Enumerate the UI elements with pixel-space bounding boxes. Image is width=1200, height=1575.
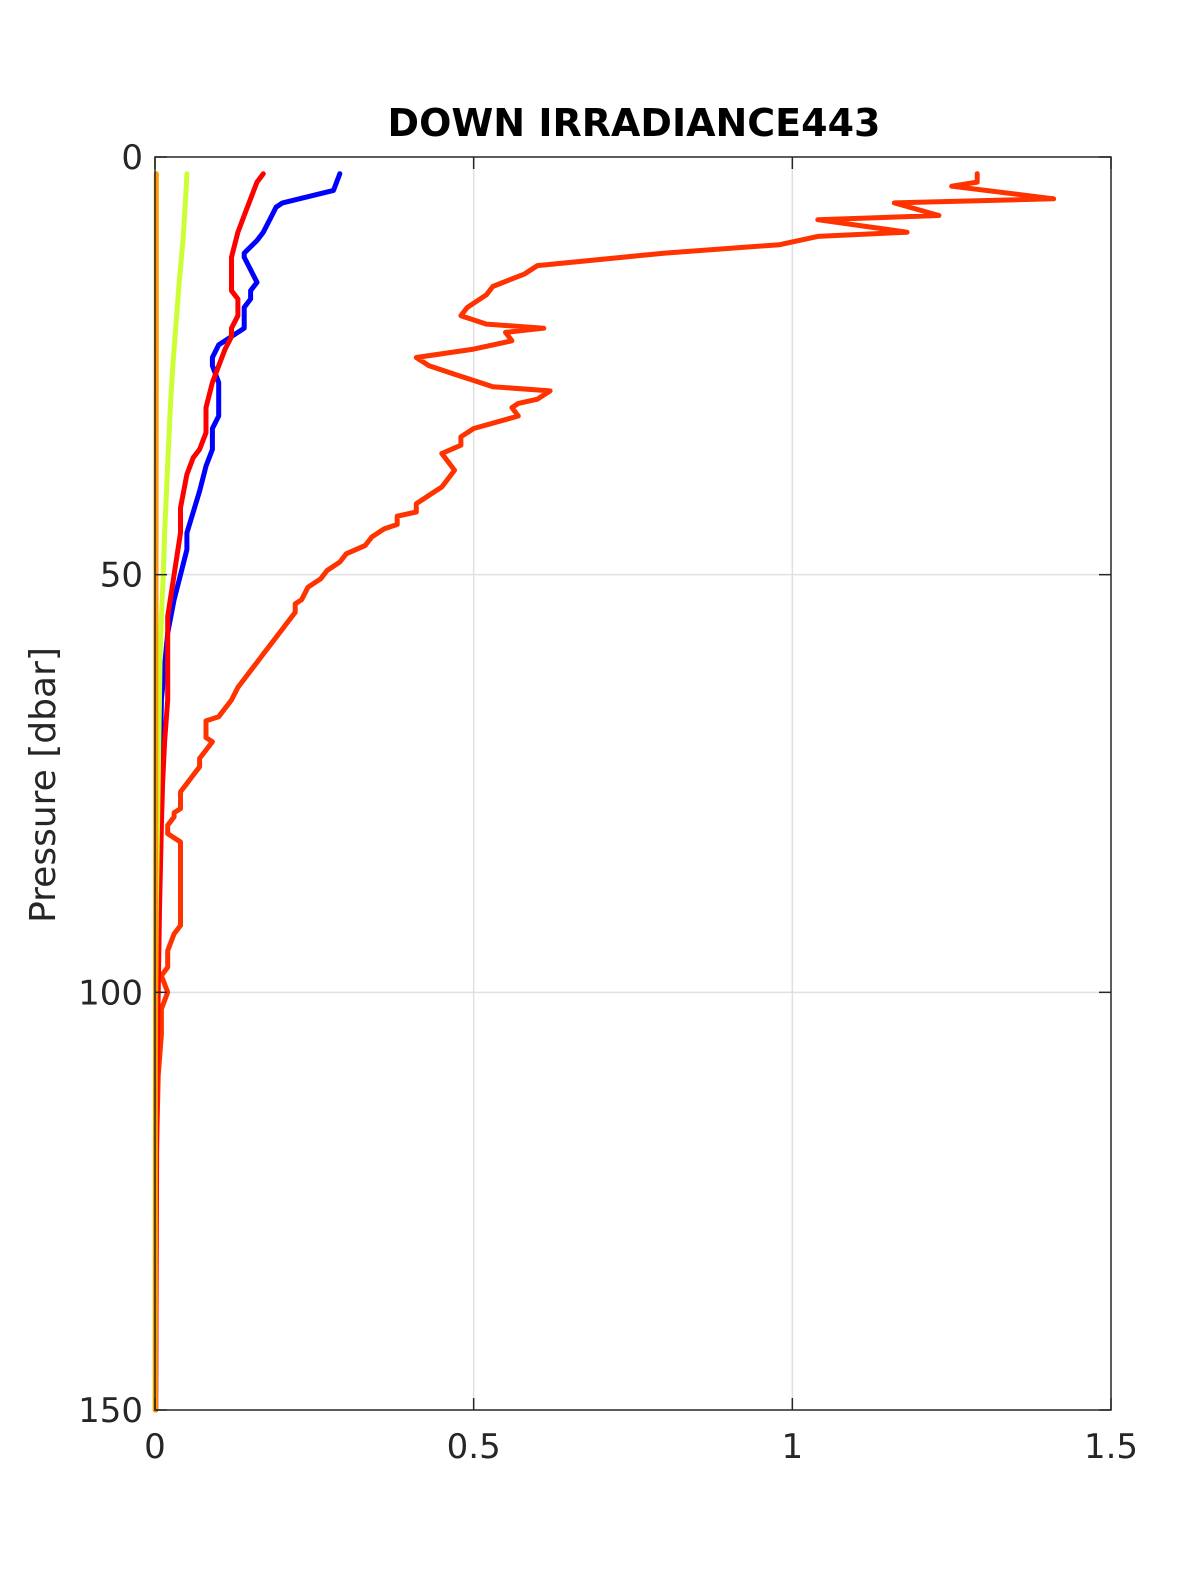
series-line-3 <box>153 171 266 1413</box>
x-tick-label: 0.5 <box>447 1427 501 1467</box>
chart-title: DOWN IRRADIANCE443 <box>388 101 881 145</box>
y-tick-label: 0 <box>121 138 143 178</box>
x-tick-label: 1.5 <box>1084 1427 1138 1467</box>
y-tick-label: 150 <box>78 1391 143 1431</box>
plot-area <box>155 157 1111 1410</box>
axes <box>154 156 1112 1411</box>
grid-lines <box>155 157 1111 1410</box>
x-tick-label: 1 <box>782 1427 804 1467</box>
y-tick-label: 50 <box>100 556 143 596</box>
series-line-2 <box>153 171 343 1413</box>
y-tick-label: 100 <box>78 973 143 1013</box>
series-line-1 <box>153 171 1057 1413</box>
x-tick-label: 0 <box>144 1427 166 1467</box>
tick-labels: 0 0.5 1 1.5 0 50 100 150 <box>78 138 1138 1467</box>
y-axis-label: Pressure [dbar] <box>23 647 64 923</box>
axes-box <box>154 156 1112 1411</box>
